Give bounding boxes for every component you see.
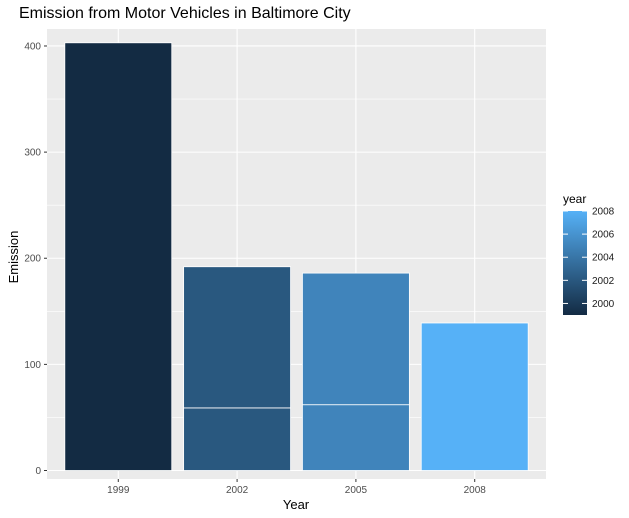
x-tick-label: 1999 [107,485,130,496]
bars [64,42,529,471]
legend-title: year [563,192,586,206]
y-axis-title: Emission [6,231,21,284]
y-tick-label: 400 [24,41,41,52]
bar-segment-1999 [64,42,173,471]
x-tick-label: 2002 [226,485,249,496]
chart-title: Emission from Motor Vehicles in Baltimor… [19,5,351,22]
legend-label: 2006 [592,230,615,241]
y-tick-label: 200 [24,254,41,265]
legend-label: 2004 [592,253,615,264]
y-tick-label: 0 [35,466,41,477]
bar-segment-2005 [302,272,410,406]
x-tick-label: 2005 [345,485,368,496]
bar-segment-2008 [420,322,529,471]
bar-segment-2002 [183,266,291,409]
legend-colorbar [563,211,587,315]
y-tick-label: 100 [24,360,41,371]
legend-ticks: 2000 2002 2004 2006 2008 [563,207,615,310]
x-tick-label: 2008 [464,485,487,496]
y-tick-label: 300 [24,148,41,159]
bar-segment-2005 [302,404,410,471]
legend-label: 2000 [592,299,615,310]
legend-label: 2008 [592,207,615,218]
bar-segment-2002 [183,407,291,471]
y-axis-ticks: 0 100 200 300 400 [24,41,47,477]
x-axis-title: Year [283,497,310,512]
color-legend: year 2000 2002 2004 2006 2008 [563,192,615,315]
legend-label: 2002 [592,276,615,287]
x-axis-ticks: 1999 2002 2005 2008 [107,479,486,496]
